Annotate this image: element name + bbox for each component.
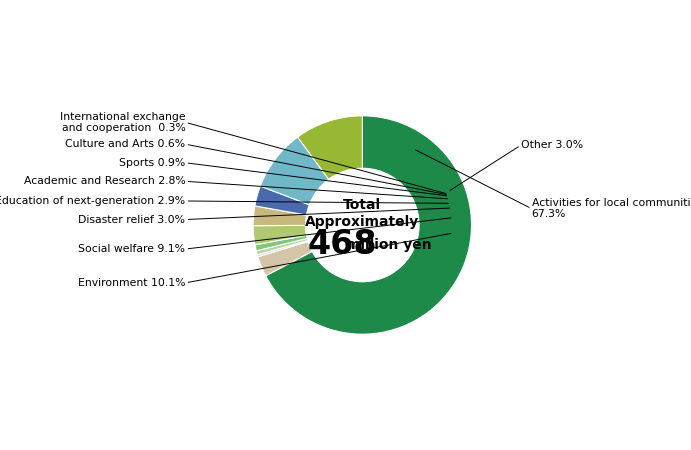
Wedge shape — [257, 240, 308, 257]
Wedge shape — [253, 225, 307, 245]
Wedge shape — [255, 186, 310, 215]
Text: Other 3.0%: Other 3.0% — [520, 140, 583, 150]
Text: Academic and Research 2.8%: Academic and Research 2.8% — [23, 176, 185, 186]
Text: Environment 10.1%: Environment 10.1% — [78, 278, 185, 288]
Text: Approximately: Approximately — [305, 215, 419, 229]
Wedge shape — [265, 116, 471, 334]
Text: Disaster relief 3.0%: Disaster relief 3.0% — [79, 215, 185, 225]
Wedge shape — [255, 235, 307, 251]
Text: Culture and Arts 0.6%: Culture and Arts 0.6% — [66, 139, 185, 149]
Wedge shape — [256, 238, 307, 255]
Text: Social welfare 9.1%: Social welfare 9.1% — [79, 244, 185, 254]
Wedge shape — [258, 242, 312, 276]
Text: International exchange
and cooperation  0.3%: International exchange and cooperation 0… — [60, 112, 185, 133]
Wedge shape — [261, 137, 329, 205]
Wedge shape — [253, 206, 306, 226]
Text: Education of next-generation 2.9%: Education of next-generation 2.9% — [0, 196, 185, 206]
Text: Total: Total — [343, 198, 381, 212]
Text: 468: 468 — [308, 228, 377, 261]
Text: Activities for local communities
67.3%: Activities for local communities 67.3% — [531, 198, 691, 220]
Text: Sports 0.9%: Sports 0.9% — [120, 158, 185, 168]
Text: million yen: million yen — [346, 238, 431, 252]
Wedge shape — [298, 116, 362, 179]
